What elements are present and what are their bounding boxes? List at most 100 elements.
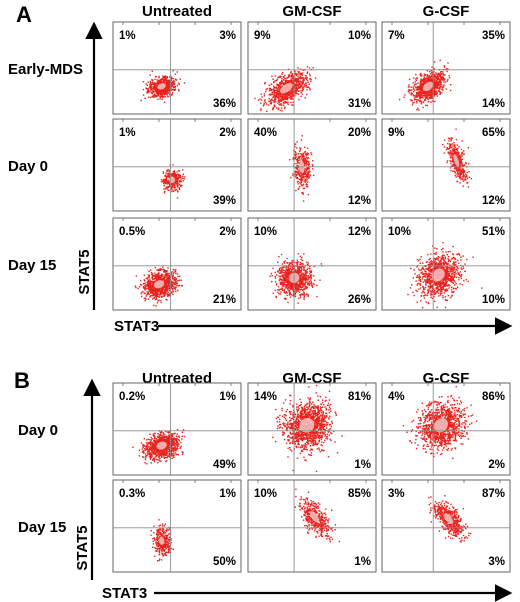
data-point <box>279 90 281 92</box>
data-point <box>430 89 432 91</box>
data-point <box>278 84 281 87</box>
data-point <box>153 292 155 295</box>
data-point <box>296 89 299 91</box>
data-point <box>301 179 304 181</box>
data-point <box>303 293 306 295</box>
data-point <box>172 70 174 72</box>
data-point <box>151 286 153 288</box>
data-point <box>151 88 153 90</box>
data-point <box>427 91 429 94</box>
data-point <box>425 96 427 99</box>
data-point <box>276 89 278 91</box>
data-point <box>301 176 303 179</box>
data-point <box>290 78 292 80</box>
data-point <box>298 77 300 80</box>
data-point <box>433 95 436 97</box>
data-point <box>441 70 443 73</box>
data-point <box>302 265 304 268</box>
data-point <box>428 94 430 96</box>
data-point <box>416 96 419 98</box>
data-point <box>273 81 275 83</box>
data-point <box>168 182 170 184</box>
data-point <box>266 103 268 105</box>
data-point <box>166 84 168 87</box>
data-point <box>175 281 177 283</box>
data-point <box>145 295 147 297</box>
data-point <box>277 90 280 93</box>
data-point <box>174 89 176 91</box>
data-point <box>162 180 164 182</box>
data-point <box>457 155 460 157</box>
data-point <box>264 99 266 101</box>
data-point <box>148 293 150 296</box>
data-point <box>292 78 294 80</box>
data-point <box>286 97 288 99</box>
data-point <box>172 293 174 296</box>
data-point <box>300 139 303 141</box>
data-point <box>305 84 307 87</box>
data-point <box>146 291 148 293</box>
data-point <box>292 88 294 91</box>
data-point <box>454 149 456 152</box>
data-point <box>307 181 309 183</box>
data-point <box>161 91 163 93</box>
data-point <box>160 276 162 279</box>
data-point <box>421 96 423 99</box>
plot-a-r1-c2: 9% 65%12% <box>381 118 511 212</box>
data-point <box>160 292 163 295</box>
data-point <box>168 274 171 277</box>
data-point <box>163 94 165 96</box>
data-point <box>462 172 464 174</box>
data-point <box>177 191 179 193</box>
data-point <box>172 83 174 85</box>
data-point <box>297 80 299 82</box>
data-point <box>163 188 165 190</box>
data-point <box>254 97 256 100</box>
data-point <box>307 283 309 285</box>
data-point <box>416 102 418 104</box>
data-point <box>302 187 305 190</box>
data-point <box>302 176 304 178</box>
data-point <box>431 70 433 72</box>
data-point <box>268 98 270 100</box>
data-point <box>307 278 310 280</box>
data-point <box>179 180 182 182</box>
data-point <box>143 287 146 289</box>
data-point <box>436 95 439 97</box>
data-point <box>272 99 274 102</box>
data-point <box>289 159 291 161</box>
data-point <box>299 186 301 188</box>
data-point <box>301 83 303 86</box>
data-point <box>174 271 177 273</box>
data-point <box>465 162 467 165</box>
data-point <box>148 96 150 98</box>
data-point <box>443 139 446 141</box>
data-point <box>298 87 300 89</box>
data-point <box>284 106 286 108</box>
data-point <box>292 271 295 273</box>
data-point <box>295 72 297 74</box>
data-point <box>303 285 305 287</box>
data-point <box>425 97 427 99</box>
data-point <box>452 154 455 156</box>
data-point <box>152 94 155 97</box>
data-point <box>300 85 302 88</box>
data-point <box>303 298 305 301</box>
data-point <box>424 74 426 77</box>
data-point <box>455 138 458 141</box>
data-point <box>437 84 439 86</box>
data-point <box>148 87 150 90</box>
data-point <box>289 285 291 287</box>
data-point <box>415 83 417 85</box>
data-point <box>295 73 298 75</box>
data-point <box>289 90 291 92</box>
data-point <box>456 155 458 157</box>
data-point <box>430 94 432 96</box>
data-point <box>163 271 165 273</box>
data-point <box>280 85 283 88</box>
data-point <box>164 190 166 193</box>
data-point <box>177 185 179 187</box>
data-point <box>447 62 449 64</box>
data-point <box>176 181 179 184</box>
data-point <box>446 67 448 70</box>
